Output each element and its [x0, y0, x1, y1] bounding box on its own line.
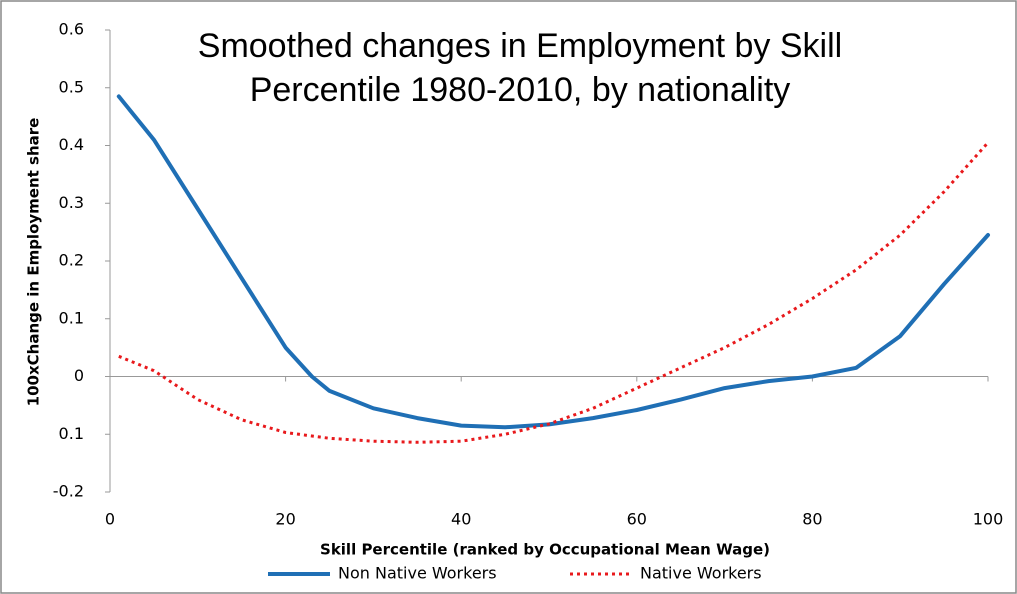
x-tick-label: 40 [451, 510, 471, 529]
x-axis-label: Skill Percentile (ranked by Occupational… [320, 541, 770, 559]
x-tick-label: 60 [627, 510, 647, 529]
y-tick-label: 0 [74, 366, 84, 385]
y-tick-label: 0.1 [59, 308, 84, 327]
x-tick-label: 100 [973, 510, 1004, 529]
chart-title: Smoothed changes in Employment by Skill [198, 27, 842, 65]
y-tick-label: 0.1 [59, 424, 84, 443]
legend-label: Native Workers [640, 564, 762, 583]
y-tick-label: 0.3 [59, 193, 84, 212]
y-tick-label: 0.5 [59, 77, 84, 96]
y-tick-label: 0.4 [59, 135, 84, 154]
chart-title: Percentile 1980-2010, by nationality [250, 71, 791, 109]
y-axis-label: 100xChange in Employment share [25, 118, 43, 407]
x-tick-label: 80 [802, 510, 822, 529]
y-tick-label: 0.6 [59, 20, 84, 39]
x-tick-label: 20 [275, 510, 295, 529]
x-tick-label: 0 [105, 510, 115, 529]
legend-label: Non Native Workers [338, 564, 497, 583]
y-tick-label: 0.2 [59, 251, 84, 270]
series-line [118, 141, 990, 444]
y-tick-label: -0.2 [53, 482, 84, 501]
series-line [116, 94, 990, 430]
